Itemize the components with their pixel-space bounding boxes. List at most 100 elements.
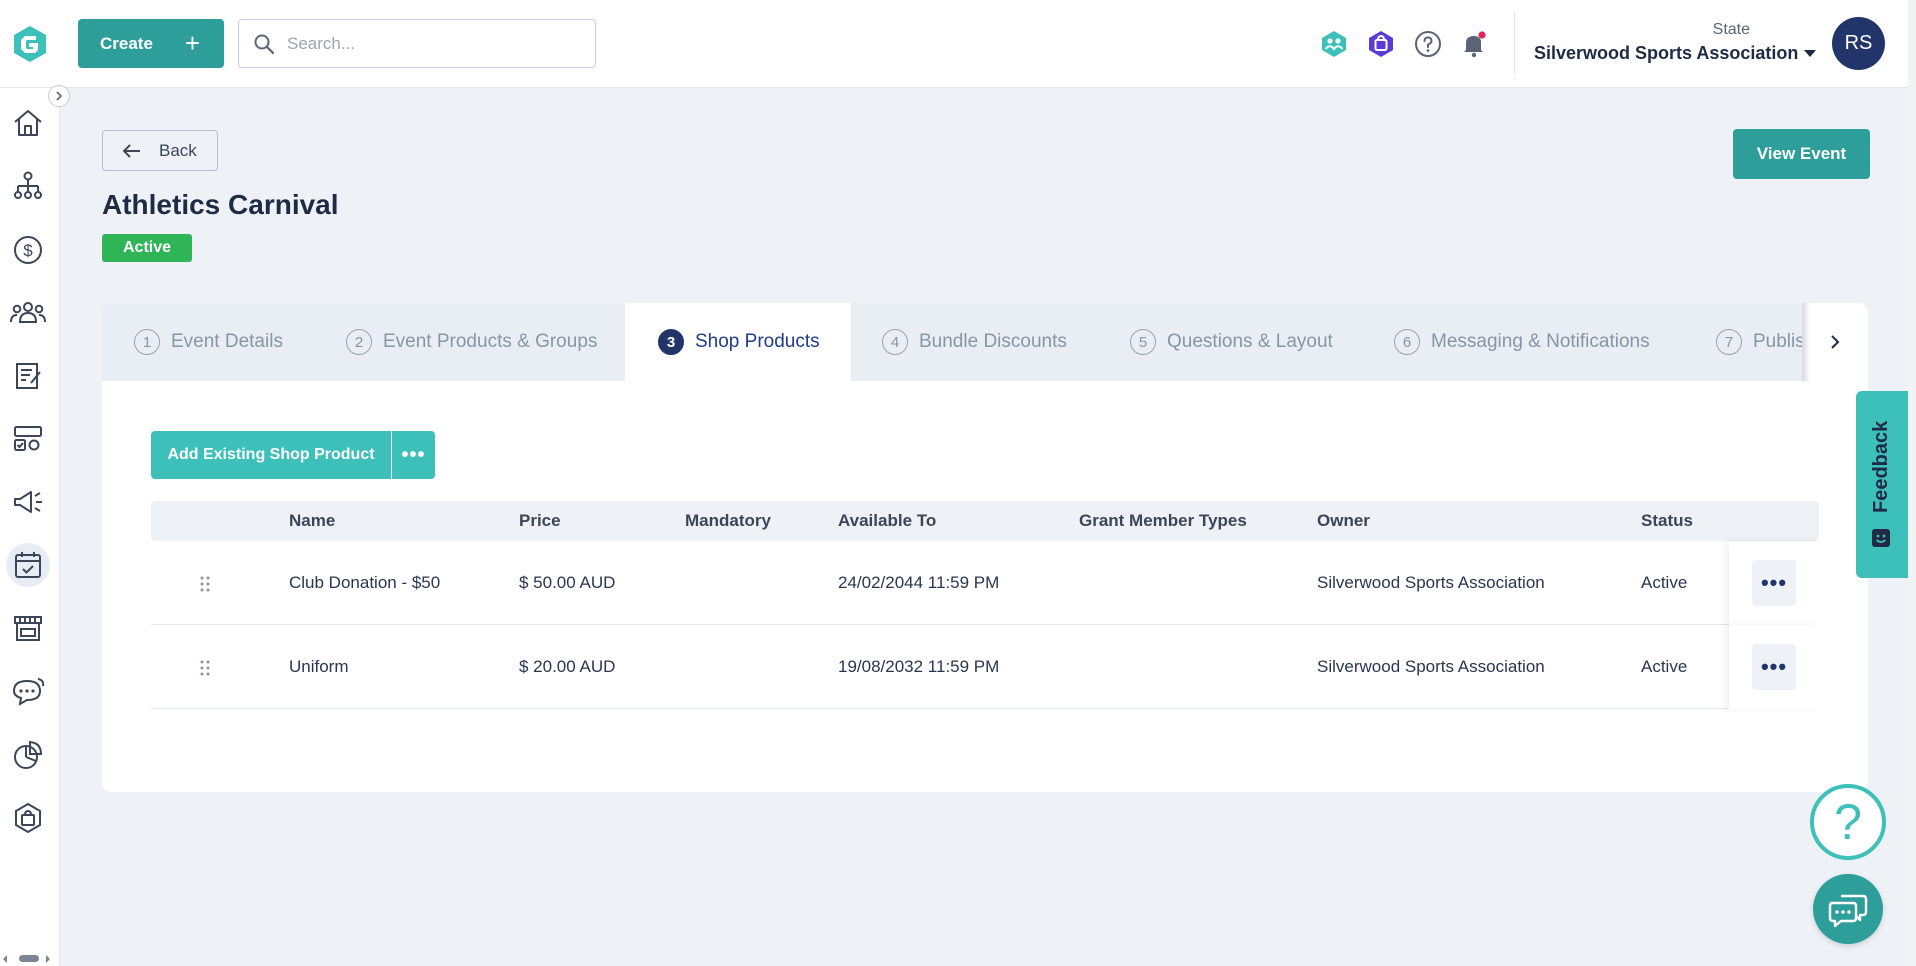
shop-icon bbox=[14, 616, 42, 641]
tab-label: Bundle Discounts bbox=[919, 331, 1067, 352]
feedback-label: Feedback bbox=[1870, 420, 1892, 514]
search-input[interactable] bbox=[287, 33, 577, 54]
table-header: Name Price Mandatory Available To Grant … bbox=[151, 501, 1819, 541]
sidebar-item-events[interactable] bbox=[6, 543, 50, 587]
sidebar-expand-toggle[interactable] bbox=[48, 85, 70, 107]
tab-publish[interactable]: 7 Publish bbox=[1716, 303, 1815, 381]
sidebar-item-communications[interactable] bbox=[6, 480, 50, 524]
tab-step-number: 3 bbox=[658, 329, 684, 355]
sidebar-scrollbar[interactable] bbox=[0, 950, 60, 966]
shop-bag-icon[interactable] bbox=[1365, 28, 1397, 60]
help-icon[interactable] bbox=[1412, 28, 1444, 60]
tab-event-details[interactable]: 1 Event Details bbox=[134, 303, 283, 381]
tab-label: Event Details bbox=[171, 331, 283, 352]
tab-step-number: 6 bbox=[1394, 329, 1420, 355]
cell-owner: Silverwood Sports Association bbox=[1317, 573, 1545, 592]
column-header-grant-member-types[interactable]: Grant Member Types bbox=[1079, 511, 1247, 530]
sidebar-item-reports[interactable] bbox=[6, 733, 50, 777]
tab-label: Publish bbox=[1753, 331, 1816, 352]
plus-icon: + bbox=[184, 28, 200, 58]
megaphone-icon bbox=[14, 491, 42, 513]
bag-icon bbox=[15, 802, 41, 834]
row-more-button[interactable]: ••• bbox=[1752, 560, 1796, 606]
arrow-left-icon bbox=[123, 143, 140, 158]
cell-available-to: 24/02/2044 11:59 PM bbox=[838, 573, 1000, 592]
sidebar-item-organisation[interactable] bbox=[6, 164, 50, 208]
notifications-bell-icon[interactable] bbox=[1458, 28, 1490, 60]
events-icon bbox=[15, 552, 41, 578]
forms-icon bbox=[16, 363, 41, 389]
cell-name: Club Donation - $50 bbox=[289, 573, 441, 592]
org-name[interactable]: Silverwood Sports Association bbox=[1534, 43, 1799, 63]
view-event-button[interactable]: View Event bbox=[1733, 129, 1870, 179]
chat-icon bbox=[12, 678, 45, 706]
drag-handle-icon[interactable] bbox=[199, 575, 211, 593]
sidebar-item-shop[interactable] bbox=[6, 606, 50, 650]
cell-price: $ 50.00 AUD bbox=[519, 573, 616, 592]
tab-questions-layout[interactable]: 5 Questions & Layout bbox=[1130, 303, 1333, 381]
row-actions: ••• bbox=[1729, 625, 1819, 709]
back-button[interactable]: Back bbox=[102, 130, 218, 171]
column-header-owner[interactable]: Owner bbox=[1317, 511, 1370, 530]
sidebar-item-home[interactable] bbox=[6, 101, 50, 145]
tab-shop-products[interactable]: 3 Shop Products bbox=[625, 303, 851, 381]
add-shop-product-group: Add Existing Shop Product ••• bbox=[151, 431, 435, 479]
org-level-label: State bbox=[1712, 21, 1750, 38]
sidebar-item-competitions[interactable] bbox=[6, 417, 50, 461]
tab-label: Shop Products bbox=[695, 331, 820, 352]
search-box[interactable] bbox=[238, 19, 596, 68]
column-header-mandatory[interactable]: Mandatory bbox=[685, 511, 771, 530]
dollar-icon: $ bbox=[14, 236, 42, 264]
tab-label: Questions & Layout bbox=[1167, 331, 1333, 352]
tab-step-number: 1 bbox=[134, 329, 160, 355]
sidebar-item-finance[interactable]: $ bbox=[6, 228, 50, 272]
sidebar-item-messages[interactable] bbox=[6, 669, 50, 713]
tab-step-number: 4 bbox=[882, 329, 908, 355]
row-actions: ••• bbox=[1729, 541, 1819, 625]
tab-step-number: 7 bbox=[1716, 329, 1742, 355]
members-icon bbox=[10, 302, 46, 323]
sidebar-item-members[interactable] bbox=[6, 291, 50, 335]
help-center-button[interactable]: ? bbox=[1810, 784, 1886, 860]
tab-step-number: 5 bbox=[1130, 329, 1156, 355]
tabs-scroll-right[interactable] bbox=[1802, 303, 1868, 381]
add-existing-shop-product-button[interactable]: Add Existing Shop Product bbox=[151, 431, 391, 479]
live-chat-button[interactable] bbox=[1813, 874, 1883, 944]
cell-available-to: 19/08/2032 11:59 PM bbox=[838, 657, 1000, 676]
competitions-icon bbox=[14, 426, 42, 451]
table-row: Uniform $ 20.00 AUD 19/08/2032 11:59 PM … bbox=[151, 625, 1819, 709]
app-logo[interactable] bbox=[8, 22, 52, 66]
tab-messaging-notifications[interactable]: 6 Messaging & Notifications bbox=[1394, 303, 1650, 381]
row-more-button[interactable]: ••• bbox=[1752, 644, 1796, 690]
feedback-tab[interactable]: Feedback bbox=[1856, 391, 1908, 578]
org-dropdown-caret-icon[interactable] bbox=[1804, 50, 1816, 57]
cell-price: $ 20.00 AUD bbox=[519, 657, 616, 676]
tab-label: Event Products & Groups bbox=[383, 331, 598, 352]
wizard-tabs: 1 Event Details 2 Event Products & Group… bbox=[102, 303, 1868, 381]
create-button-label: Create bbox=[100, 33, 153, 53]
table-row: Club Donation - $50 $ 50.00 AUD 24/02/20… bbox=[151, 541, 1819, 625]
sidebar-item-merchandise[interactable] bbox=[6, 796, 50, 840]
page-title: Athletics Carnival bbox=[102, 189, 339, 220]
sidebar-item-forms[interactable] bbox=[6, 354, 50, 398]
create-button[interactable]: Create + bbox=[78, 19, 224, 68]
tab-event-products-groups[interactable]: 2 Event Products & Groups bbox=[346, 303, 597, 381]
cell-owner: Silverwood Sports Association bbox=[1317, 657, 1545, 676]
page-scrollbar[interactable] bbox=[1908, 0, 1916, 966]
header-divider bbox=[1514, 12, 1515, 74]
org-chart-icon bbox=[14, 171, 42, 199]
chat-bubbles-icon bbox=[1828, 894, 1868, 928]
drag-handle-icon[interactable] bbox=[199, 659, 211, 677]
tab-label: Messaging & Notifications bbox=[1431, 331, 1650, 352]
column-header-name[interactable]: Name bbox=[289, 511, 336, 530]
tab-bundle-discounts[interactable]: 4 Bundle Discounts bbox=[882, 303, 1067, 381]
tab-step-number: 2 bbox=[346, 329, 372, 355]
column-header-status[interactable]: Status bbox=[1641, 511, 1693, 530]
user-avatar[interactable]: RS bbox=[1832, 17, 1885, 70]
cell-status: Active bbox=[1641, 657, 1688, 676]
sidebar: $ bbox=[0, 88, 60, 966]
add-options-button[interactable]: ••• bbox=[391, 431, 435, 479]
column-header-available-to[interactable]: Available To bbox=[838, 511, 937, 530]
column-header-price[interactable]: Price bbox=[519, 511, 561, 530]
community-icon[interactable] bbox=[1318, 28, 1350, 60]
